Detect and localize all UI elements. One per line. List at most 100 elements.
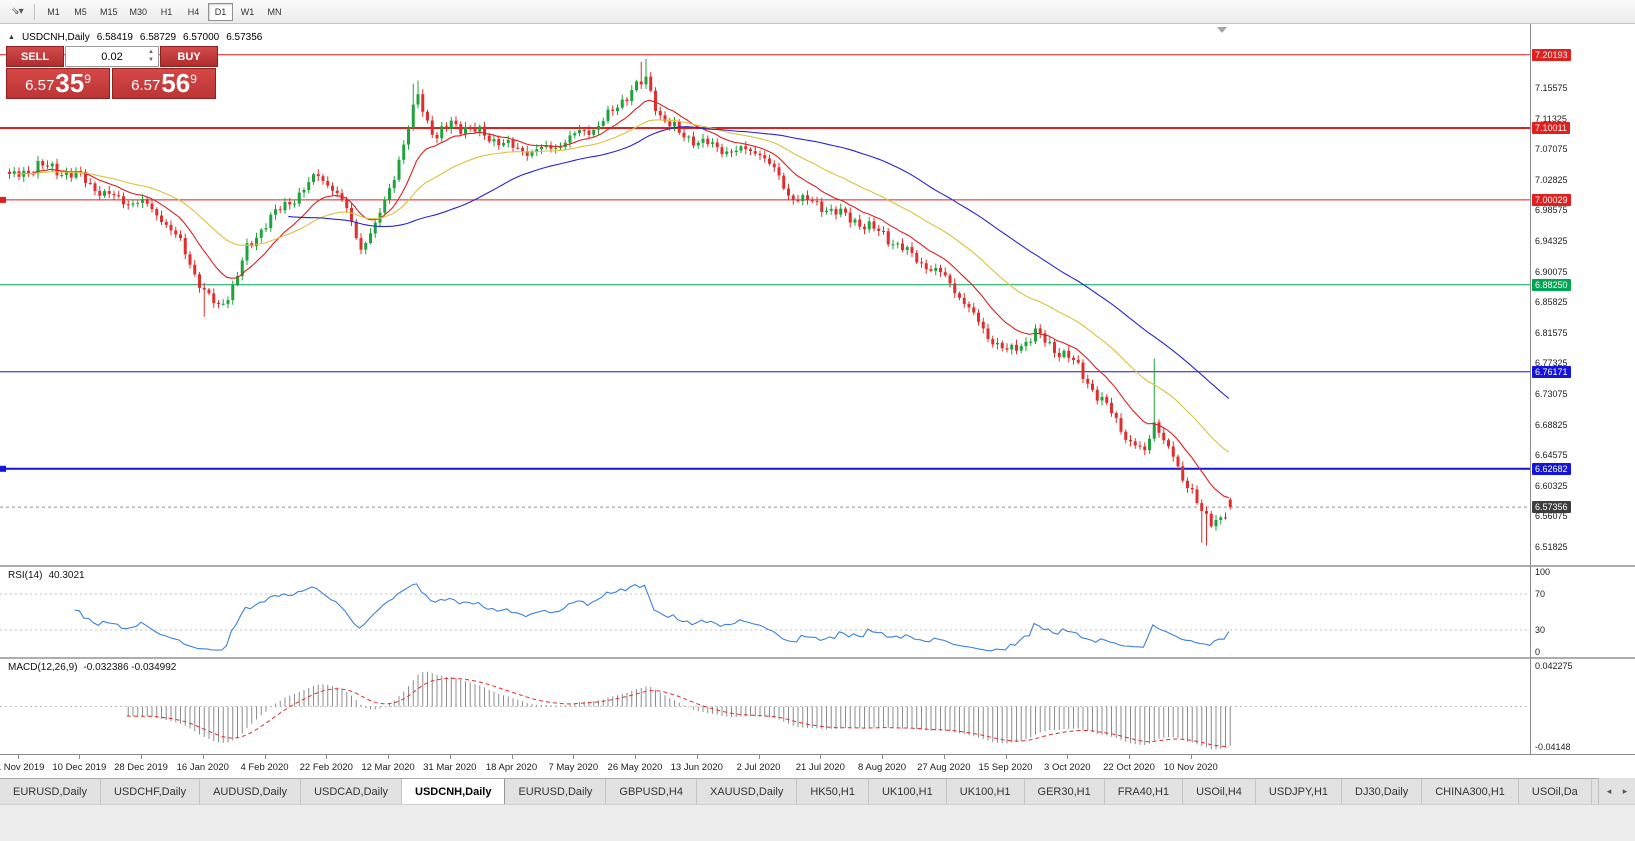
one-click-trading-panel: SELL 0.02 ▲ ▼ BUY 6.57 35 9 6.57 xyxy=(6,46,218,99)
time-tick xyxy=(882,755,883,759)
lot-stepper: ▲ ▼ xyxy=(146,48,156,64)
rsi-tick: 70 xyxy=(1535,589,1546,599)
time-tick xyxy=(758,755,760,759)
time-tick xyxy=(1190,755,1192,759)
ask-price-button[interactable]: 6.57 56 9 xyxy=(112,68,216,99)
macd-label: MACD(12,26,9) -0.032386 -0.034992 xyxy=(8,662,176,673)
time-scale[interactable]: 21 Nov 2019 10 Dec 2019 28 Dec 2019 16 Jan … xyxy=(0,755,1530,778)
time-tick xyxy=(17,755,19,759)
time-tick xyxy=(1067,755,1069,759)
rsi-name: RSI(14) xyxy=(8,570,43,581)
date-label: 4 Feb 2020 xyxy=(240,762,289,773)
lot-size-value: 0.02 xyxy=(101,50,123,63)
time-tick xyxy=(79,755,81,759)
window-collapse-icon[interactable]: ▲ xyxy=(8,34,15,41)
time-tick xyxy=(449,755,451,759)
tab-usoil-h4[interactable]: USOil,H4 xyxy=(1183,779,1256,804)
ohlc-close: 6.57356 xyxy=(226,32,263,43)
bid-pips: 35 xyxy=(55,68,85,98)
date-label: 15 Sep 2020 xyxy=(978,762,1033,773)
stepper-down-icon[interactable]: ▼ xyxy=(148,57,154,63)
timeframe-button-h4[interactable]: H4 xyxy=(187,6,200,17)
tab-gbpusd-h4[interactable]: GBPUSD,H4 xyxy=(606,779,697,804)
time-tick xyxy=(511,755,513,759)
price-tick: 7.07075 xyxy=(1535,144,1568,155)
ohlc-open: 6.58419 xyxy=(96,32,133,43)
chart-ohlc-header: ▲ USDCNH,Daily 6.58419 6.58729 6.57000 6… xyxy=(8,32,262,43)
timeframe-button-w1[interactable]: W1 xyxy=(240,6,255,17)
timeframe-button-m1[interactable]: M1 xyxy=(47,6,60,17)
price-tick: 6.64575 xyxy=(1535,450,1568,461)
chart-window: ▲ USDCNH,Daily 6.58419 6.58729 6.57000 6… xyxy=(0,24,1635,778)
lot-size-input[interactable]: 0.02 ▲ ▼ xyxy=(65,46,159,67)
bid-price-button[interactable]: 6.57 35 9 xyxy=(6,68,110,99)
price-tick: 6.90075 xyxy=(1535,266,1568,277)
macd-tick: -0.04148 xyxy=(1535,742,1571,752)
tab-usdcnh-daily[interactable]: USDCNH,Daily xyxy=(402,779,506,804)
time-tick xyxy=(1129,755,1130,759)
price-badge: 7.20193 xyxy=(1532,48,1571,61)
price-tick: 6.81575 xyxy=(1535,327,1568,338)
panel-resize-handle-macd[interactable] xyxy=(0,657,1635,659)
macd-indicator-canvas[interactable] xyxy=(0,659,1530,754)
tab-usdchf-daily[interactable]: USDCHF,Daily xyxy=(101,779,201,804)
chart-symbol-label: USDCNH,Daily xyxy=(21,32,90,43)
tab-usdcad-daily[interactable]: USDCAD,Daily xyxy=(301,779,403,804)
date-label: 18 Apr 2020 xyxy=(485,762,538,773)
tab-eurusd-daily[interactable]: EURUSD,Daily xyxy=(505,779,607,804)
date-label: 22 Oct 2020 xyxy=(1103,762,1155,773)
rsi-label: RSI(14) 40.3021 xyxy=(8,570,85,581)
time-tick xyxy=(696,755,698,759)
stepper-up-icon[interactable]: ▲ xyxy=(148,49,154,55)
tab-usdjpy-h1[interactable]: USDJPY,H1 xyxy=(1256,779,1343,804)
tab-usoil-da[interactable]: USOil,Da xyxy=(1519,779,1592,804)
date-label: 31 Mar 2020 xyxy=(423,762,477,773)
tab-ger30-h1[interactable]: GER30,H1 xyxy=(1025,779,1105,804)
bid-prefix: 6.57 xyxy=(25,77,55,94)
chart-tab-bar: EURUSD,Daily USDCHF,Daily AUDUSD,Daily USDC… xyxy=(0,778,1635,804)
tab-fra40-h1[interactable]: FRA40,H1 xyxy=(1105,779,1184,804)
date-label: 12 Mar 2020 xyxy=(361,762,415,773)
timeframe-button-m15[interactable]: M15 xyxy=(100,6,118,17)
timeframe-buttons: M1 M5 M15 M30 H1 H4 D1 W1 MN xyxy=(40,2,288,21)
date-label: 3 Oct 2020 xyxy=(1044,762,1091,773)
price-tick: 6.77325 xyxy=(1535,358,1568,369)
ask-pips: 56 xyxy=(161,68,191,98)
timeframe-button-d1[interactable]: D1 xyxy=(208,2,234,21)
price-tick: 6.98575 xyxy=(1535,205,1568,216)
timeframe-button-m30[interactable]: M30 xyxy=(129,6,148,17)
panel-resize-handle-rsi[interactable] xyxy=(0,565,1635,567)
price-tick: 6.56075 xyxy=(1535,511,1568,522)
tab-eurusd-daily[interactable]: EURUSD,Daily xyxy=(0,779,101,804)
tab-uk100-h1[interactable]: UK100,H1 xyxy=(869,779,947,804)
tab-china300-h1[interactable]: CHINA300,H1 xyxy=(1422,779,1519,804)
tab-dj30-daily[interactable]: DJ30,Daily xyxy=(1342,779,1423,804)
ohlc-high: 6.58729 xyxy=(139,32,177,43)
time-tick xyxy=(388,755,389,759)
price-scale-border xyxy=(1530,24,1531,754)
sell-button[interactable]: SELL xyxy=(6,46,64,67)
cursor-tool-icon[interactable]: ⇘ ▾ xyxy=(5,3,29,21)
timeframe-button-mn[interactable]: MN xyxy=(267,6,282,17)
tab-hk50-h1[interactable]: HK50,H1 xyxy=(797,779,869,804)
date-label: 8 Aug 2020 xyxy=(857,762,907,773)
time-tick xyxy=(202,755,204,759)
main-chart-canvas[interactable] xyxy=(0,24,1530,565)
timeframe-button-h1[interactable]: H1 xyxy=(160,6,173,17)
rsi-scale[interactable]: 100 70 30 0 xyxy=(1531,567,1635,657)
timeframe-button-m5[interactable]: M5 xyxy=(74,6,87,17)
tab-uk100-h1[interactable]: UK100,H1 xyxy=(947,779,1025,804)
tab-scroll-left-icon[interactable]: ◂ xyxy=(1606,785,1612,796)
bid-point: 9 xyxy=(84,72,91,86)
price-badge: 7.10011 xyxy=(1532,122,1570,134)
tab-scroll-right-icon[interactable]: ▸ xyxy=(1622,785,1628,796)
rsi-tick: 100 xyxy=(1535,567,1551,577)
macd-scale[interactable]: 0.042275 -0.04148 xyxy=(1531,659,1635,754)
rsi-indicator-canvas[interactable] xyxy=(0,567,1530,657)
tab-audusd-daily[interactable]: AUDUSD,Daily xyxy=(200,779,302,804)
buy-button[interactable]: BUY xyxy=(160,46,218,67)
price-tick: 7.15575 xyxy=(1535,83,1568,93)
tab-xauusd-daily[interactable]: XAUUSD,Daily xyxy=(697,779,798,804)
time-tick xyxy=(635,755,636,759)
price-scale[interactable]: 7.15575 7.11325 7.07075 7.02825 6.98575 6.943… xyxy=(1531,24,1635,565)
